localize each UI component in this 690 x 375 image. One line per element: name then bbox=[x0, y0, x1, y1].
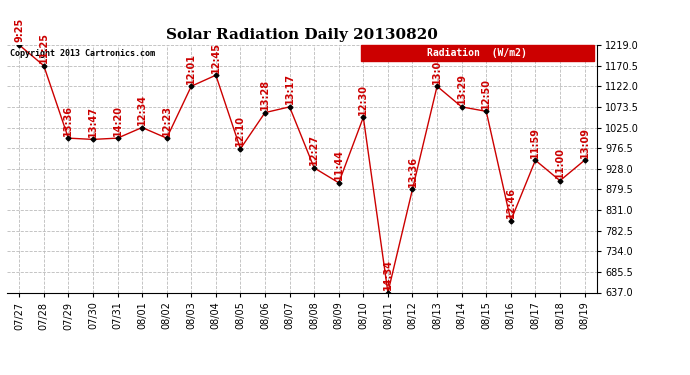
Text: 13:17: 13:17 bbox=[284, 74, 295, 104]
Text: 12:01: 12:01 bbox=[186, 53, 196, 84]
Text: 12:27: 12:27 bbox=[309, 134, 319, 165]
Text: 9:25: 9:25 bbox=[14, 18, 24, 42]
Text: 12:23: 12:23 bbox=[161, 105, 172, 136]
Text: 12:30: 12:30 bbox=[358, 84, 368, 115]
Text: 14:20: 14:20 bbox=[112, 105, 123, 136]
Text: 12:45: 12:45 bbox=[211, 42, 221, 73]
Text: 12:46: 12:46 bbox=[506, 187, 516, 218]
Text: 11:59: 11:59 bbox=[531, 127, 540, 158]
Text: 12:50: 12:50 bbox=[481, 78, 491, 109]
Text: 11:25: 11:25 bbox=[39, 32, 49, 63]
Text: 11:44: 11:44 bbox=[334, 149, 344, 180]
Text: Radiation  (W/m2): Radiation (W/m2) bbox=[427, 48, 527, 58]
Text: 13:28: 13:28 bbox=[260, 79, 270, 110]
Text: 12:10: 12:10 bbox=[235, 115, 246, 146]
Text: 11:00: 11:00 bbox=[555, 147, 565, 178]
Text: 13:29: 13:29 bbox=[457, 74, 466, 104]
Title: Solar Radiation Daily 20130820: Solar Radiation Daily 20130820 bbox=[166, 28, 438, 42]
Text: 13:36: 13:36 bbox=[63, 105, 73, 136]
Text: Copyright 2013 Cartronics.com: Copyright 2013 Cartronics.com bbox=[10, 49, 155, 58]
Text: 13:08: 13:08 bbox=[432, 53, 442, 84]
Text: 14:34: 14:34 bbox=[383, 259, 393, 290]
Text: 13:09: 13:09 bbox=[580, 127, 589, 158]
Text: 13:36: 13:36 bbox=[408, 156, 417, 187]
FancyBboxPatch shape bbox=[361, 45, 594, 61]
Text: 13:47: 13:47 bbox=[88, 106, 98, 137]
Text: 12:34: 12:34 bbox=[137, 94, 147, 125]
